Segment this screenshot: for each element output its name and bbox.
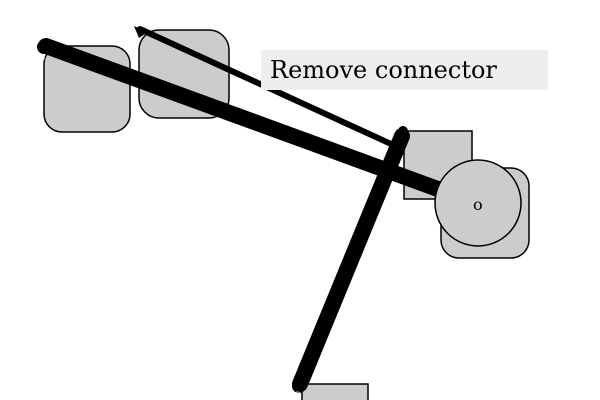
connector-square-to-bottom[interactable]	[292, 128, 410, 392]
connector-handle-square-top[interactable]	[398, 126, 408, 136]
node-circle[interactable]	[434, 159, 522, 247]
connector-handle-glyph-top-left: o	[38, 50, 45, 64]
connector-handle-bottom[interactable]	[292, 379, 306, 393]
connector-handle-glyph-bottom: o	[294, 387, 301, 400]
connector-top-left-to-circle[interactable]	[38, 38, 454, 200]
connector-arrowhead-top-center[interactable]	[134, 26, 148, 38]
remove-connector-tooltip: Remove connector	[261, 50, 548, 90]
node-circle-label: o	[473, 195, 483, 214]
node-square-bottom[interactable]	[301, 383, 369, 400]
tooltip-text: Remove connector	[270, 56, 497, 84]
connector-handle-top-left[interactable]	[37, 40, 51, 54]
